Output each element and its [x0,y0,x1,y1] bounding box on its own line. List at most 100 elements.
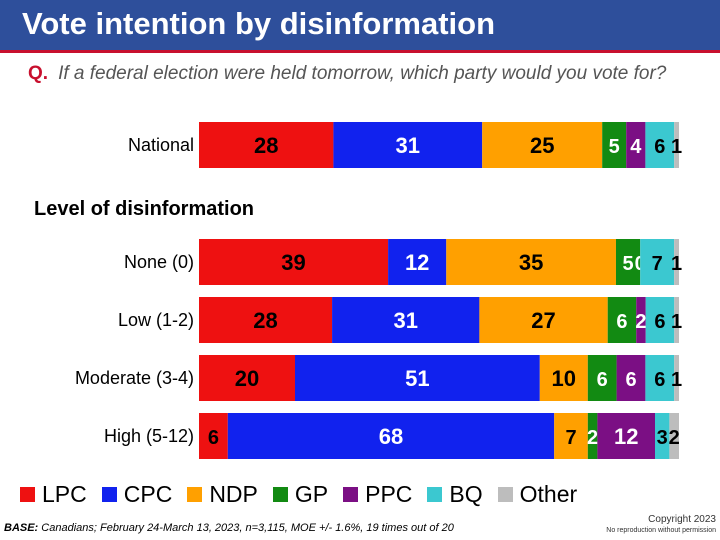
data-label-bq-low-1-2: 6 [654,311,665,333]
bar-ppc-moderate-3-4 [616,355,646,401]
data-label-cpc-national: 31 [396,133,420,158]
data-label-lpc-none-0: 39 [281,250,305,275]
data-label-cpc-low-1-2: 31 [393,308,417,333]
data-label-ppc-low-1-2: 2 [635,311,646,333]
bar-ndp-national [482,122,603,168]
data-label-gp-national: 5 [609,136,620,158]
data-label-ndp-none-0: 35 [519,250,543,275]
bar-other-low-1-2 [674,297,679,343]
bar-ppc-low-1-2 [636,297,646,343]
bar-lpc-none-0 [199,239,389,285]
section-label: Level of disinformation [34,198,255,220]
bar-bq-moderate-3-4 [645,355,675,401]
bar-cpc-national [333,122,483,168]
question-text-block: Q. If a federal election were held tomorr… [28,62,708,85]
row-label-low: Low (1-2) [117,309,194,330]
data-label-ndp-low-1-2: 27 [531,308,555,333]
legend-label-cpc: CPC [123,480,173,507]
legend-item-cpc: CPC [101,480,173,508]
bar-bq-none-0 [640,239,675,285]
legend-item-other: Other [497,480,578,508]
legend-item-ndp: NDP [187,481,258,508]
data-label-other-none-0: 1 [671,253,682,275]
data-label-bq-moderate-3-4: 6 [654,369,665,391]
data-label-lpc-moderate-3-4: 20 [235,366,259,391]
bar-ndp-moderate-3-4 [539,355,588,401]
bar-lpc-high-5-12 [199,413,228,459]
legend-swatch-cpc [101,486,117,502]
bar-other-moderate-3-4 [674,355,679,401]
legend-item-bq: BQ [427,480,483,508]
question-text: If a federal election were held tomorrow… [58,63,667,84]
bar-gp-none-0 [615,239,641,285]
bar-ndp-low-1-2 [479,297,608,343]
base-text: Canadians; February 24-March 13, 2023, n… [38,522,454,534]
data-label-cpc-none-0: 12 [405,250,429,275]
chart-legend: LPC CPC NDP GP PPC BQ Other [20,480,592,508]
copyright-block: Copyright 2023 No reproduction without p… [606,514,716,536]
row-label-high: High (5-12) [103,425,194,446]
data-label-ppc-high-5-12: 12 [614,424,638,449]
data-label-other-low-1-2: 1 [671,311,682,333]
legend-label-gp: GP [294,480,329,507]
bar-bq-low-1-2 [645,297,675,343]
data-label-ppc-national: 4 [630,136,642,158]
bar-lpc-national [199,122,334,168]
data-label-other-national: 1 [671,136,682,158]
legend-item-gp: GP [272,480,329,508]
data-label-bq-none-0: 7 [652,253,663,275]
data-label-cpc-high-5-12: 68 [379,424,403,449]
bar-gp-national [602,122,627,168]
legend-label-lpc: LPC [42,480,87,507]
bar-cpc-moderate-3-4 [295,355,540,401]
bar-cpc-high-5-12 [227,413,555,459]
bar-ndp-none-0 [446,239,616,285]
data-label-ndp-moderate-3-4: 10 [552,366,576,391]
legend-label-bq: BQ [449,480,483,507]
row-label-none: None (0) [123,251,194,272]
copyright-text: Copyright 2023 [648,514,716,525]
data-label-other-moderate-3-4: 1 [671,369,682,391]
legend-swatch-gp [272,486,288,502]
bar-bq-national [645,122,675,168]
legend-swatch-lpc [20,486,35,502]
bar-gp-moderate-3-4 [587,355,617,401]
page-title: Vote intention by disinformation [22,6,496,41]
legend-label-other: Other [519,480,578,507]
bar-gp-high-5-12 [587,413,598,459]
bar-ppc-national [626,122,646,168]
bar-lpc-moderate-3-4 [199,355,295,401]
bar-other-none-0 [674,239,679,285]
bar-ppc-high-5-12 [597,413,655,459]
data-label-gp-low-1-2: 6 [616,311,627,333]
base-key: BASE: [4,522,39,534]
bar-ndp-high-5-12 [554,413,588,459]
bar-gp-low-1-2 [607,297,637,343]
bar-other-national [674,122,679,168]
legend-swatch-other [497,486,513,502]
legend-item-lpc: LPC [20,481,87,508]
bar-bq-high-5-12 [655,413,670,459]
data-label-ndp-high-5-12: 7 [565,427,576,449]
question-marker: Q. [28,63,49,84]
row-label-national: National [127,134,194,155]
data-label-gp-none-0: 5 [623,253,634,275]
data-label-gp-high-5-12: 2 [587,427,598,449]
data-label-cpc-moderate-3-4: 51 [405,366,429,391]
data-label-bq-high-5-12: 3 [657,427,668,449]
bar-lpc-low-1-2 [199,297,333,343]
data-label-lpc-high-5-12: 6 [208,427,219,449]
data-label-other-high-5-12: 2 [669,427,680,449]
data-label-ppc-moderate-3-4: 6 [625,369,636,391]
bar-other-high-5-12 [669,413,679,459]
legend-label-ppc: PPC [365,480,413,507]
reproduction-notice: No reproduction without permission [606,527,716,534]
header-bar: Vote intention by disinformation [0,0,720,53]
legend-item-ppc: PPC [343,481,412,508]
data-label-ndp-national: 25 [530,133,554,158]
legend-swatch-ndp [187,486,203,502]
legend-swatch-bq [427,486,443,502]
data-label-lpc-low-1-2: 28 [253,308,277,333]
bar-cpc-none-0 [388,239,447,285]
